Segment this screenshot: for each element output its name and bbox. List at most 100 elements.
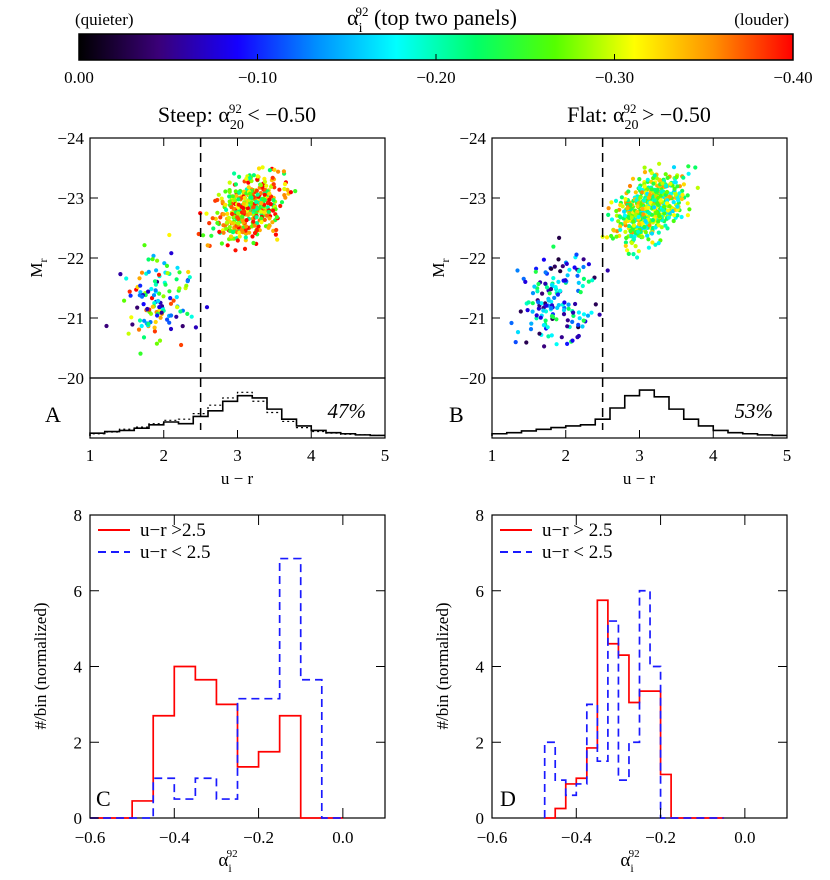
panel-d-xlabel: αi92 — [620, 848, 639, 875]
scatter-point — [580, 283, 585, 289]
scatter-point — [676, 198, 681, 203]
scatter-point — [262, 210, 267, 215]
scatter-point — [244, 224, 249, 229]
scatter-point — [630, 176, 636, 181]
scatter-point — [205, 243, 210, 248]
scatter-point — [151, 253, 156, 258]
scatter-point — [649, 171, 655, 176]
scatter-point — [258, 183, 263, 188]
x-tick-label: 4 — [307, 446, 316, 465]
scatter-point — [210, 216, 215, 221]
scatter-point — [562, 300, 567, 305]
scatter-point — [242, 246, 248, 251]
scatter-point — [679, 214, 684, 220]
scatter-point — [556, 257, 561, 262]
legend-label-1: u−r >2.5 — [140, 520, 206, 541]
scatter-point — [585, 313, 591, 318]
scatter-point — [671, 218, 676, 224]
x-tick-label: −0.4 — [159, 828, 190, 847]
scatter-point — [152, 279, 158, 284]
scatter-point — [227, 189, 232, 194]
scatter-point — [221, 212, 226, 217]
scatter-point — [124, 276, 129, 281]
panel-d-ylabel: #/bin (normalized) — [433, 603, 452, 730]
series-line-2 — [543, 589, 724, 819]
scatter-point — [589, 310, 594, 315]
scatter-point — [167, 320, 172, 325]
scatter-point — [128, 293, 133, 298]
scatter-point — [247, 176, 252, 181]
scatter-point — [666, 215, 671, 220]
scatter-point — [169, 313, 174, 318]
scatter-point — [235, 238, 240, 243]
scatter-point — [618, 215, 623, 220]
scatter-point — [155, 313, 160, 318]
scatter-point — [581, 257, 586, 262]
scatter-point — [255, 174, 260, 179]
scatter-point — [567, 267, 572, 272]
scatter-point — [565, 324, 570, 329]
scatter-point — [236, 197, 241, 202]
scatter-point — [158, 315, 163, 320]
scatter-point — [164, 263, 170, 268]
scatter-point — [550, 314, 556, 320]
scatter-point — [175, 265, 180, 270]
panel-c-series — [90, 557, 343, 819]
scatter-point — [241, 206, 246, 211]
scatter-point — [142, 243, 147, 248]
scatter-point — [620, 204, 625, 209]
scatter-point — [167, 232, 172, 238]
y-tick-label: 4 — [74, 658, 83, 677]
scatter-point — [526, 300, 531, 305]
panel-a-percent: 47% — [328, 399, 367, 423]
scatter-point — [624, 235, 629, 241]
scatter-point — [543, 281, 548, 286]
scatter-point — [224, 207, 229, 212]
scatter-point — [239, 227, 244, 232]
scatter-point — [646, 245, 652, 250]
scatter-point — [104, 323, 109, 329]
scatter-point — [267, 216, 272, 221]
scatter-point — [178, 309, 183, 314]
panel-c-xlabel: αi92 — [218, 848, 237, 875]
scatter-point — [122, 298, 127, 303]
panel-a-letter: A — [45, 402, 61, 427]
scatter-point — [534, 266, 539, 271]
scatter-point — [272, 167, 277, 172]
scatter-point — [184, 283, 189, 288]
scatter-point — [276, 169, 281, 174]
scatter-point — [201, 233, 206, 238]
scatter-point — [675, 184, 680, 189]
scatter-point — [551, 276, 556, 281]
y-tick-label: 6 — [74, 582, 83, 601]
scatter-point — [573, 301, 578, 307]
series-line-1 — [544, 599, 724, 819]
scatter-point — [179, 342, 184, 348]
scatter-point — [129, 315, 134, 320]
scatter-point — [220, 199, 225, 204]
scatter-point — [533, 269, 538, 274]
scatter-point — [686, 171, 691, 176]
scatter-point — [652, 173, 657, 178]
scatter-point — [649, 231, 655, 236]
scatter-point — [570, 338, 575, 343]
scatter-point — [673, 192, 678, 197]
panel-c: −0.6 −0.4 −0.2 0.0 0 2 4 6 8 u−r >2.5u−r < 2.5 C… — [31, 506, 386, 875]
scatter-point — [262, 179, 268, 184]
scatter-point — [230, 221, 235, 226]
scatter-point — [174, 314, 179, 319]
scatter-point — [529, 321, 534, 326]
scatter-point — [180, 324, 185, 329]
y-tick-label: 0 — [74, 809, 83, 828]
scatter-point — [251, 240, 256, 246]
scatter-point — [565, 341, 570, 346]
scatter-point — [671, 165, 677, 170]
y-tick-label: 6 — [476, 582, 485, 601]
scatter-point — [211, 226, 216, 231]
scatter-point — [538, 315, 543, 320]
scatter-point — [658, 198, 663, 203]
y-tick-label: −20 — [459, 369, 486, 388]
scatter-point — [165, 317, 170, 322]
scatter-point — [675, 213, 680, 218]
scatter-point — [679, 196, 685, 202]
